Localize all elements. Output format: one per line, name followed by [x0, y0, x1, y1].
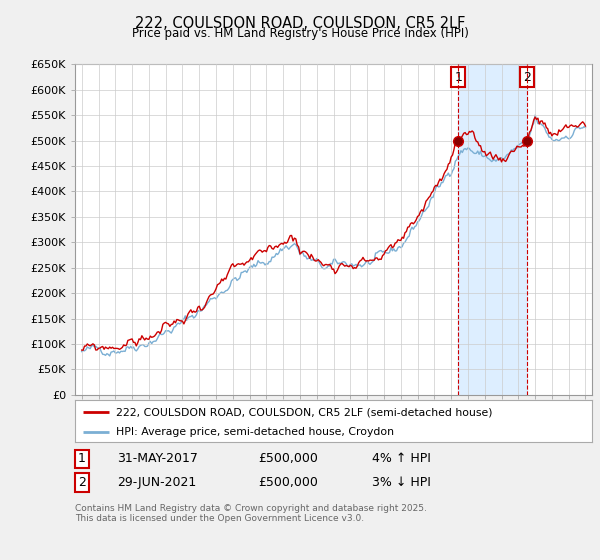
Text: 2: 2	[523, 71, 530, 83]
Text: Contains HM Land Registry data © Crown copyright and database right 2025.
This d: Contains HM Land Registry data © Crown c…	[75, 504, 427, 524]
Text: 31-MAY-2017: 31-MAY-2017	[117, 452, 198, 465]
Bar	[458, 64, 527, 395]
Text: 29-JUN-2021: 29-JUN-2021	[117, 476, 196, 489]
Text: 222, COULSDON ROAD, COULSDON, CR5 2LF: 222, COULSDON ROAD, COULSDON, CR5 2LF	[135, 16, 465, 31]
Text: 1: 1	[454, 71, 462, 83]
Text: 2: 2	[78, 476, 86, 489]
Text: 3% ↓ HPI: 3% ↓ HPI	[372, 476, 431, 489]
Text: Price paid vs. HM Land Registry's House Price Index (HPI): Price paid vs. HM Land Registry's House …	[131, 27, 469, 40]
Text: 1: 1	[78, 452, 86, 465]
Text: £500,000: £500,000	[258, 476, 318, 489]
Text: HPI: Average price, semi-detached house, Croydon: HPI: Average price, semi-detached house,…	[116, 427, 394, 437]
Text: £500,000: £500,000	[258, 452, 318, 465]
Text: 222, COULSDON ROAD, COULSDON, CR5 2LF (semi-detached house): 222, COULSDON ROAD, COULSDON, CR5 2LF (s…	[116, 407, 493, 417]
Text: 4% ↑ HPI: 4% ↑ HPI	[372, 452, 431, 465]
